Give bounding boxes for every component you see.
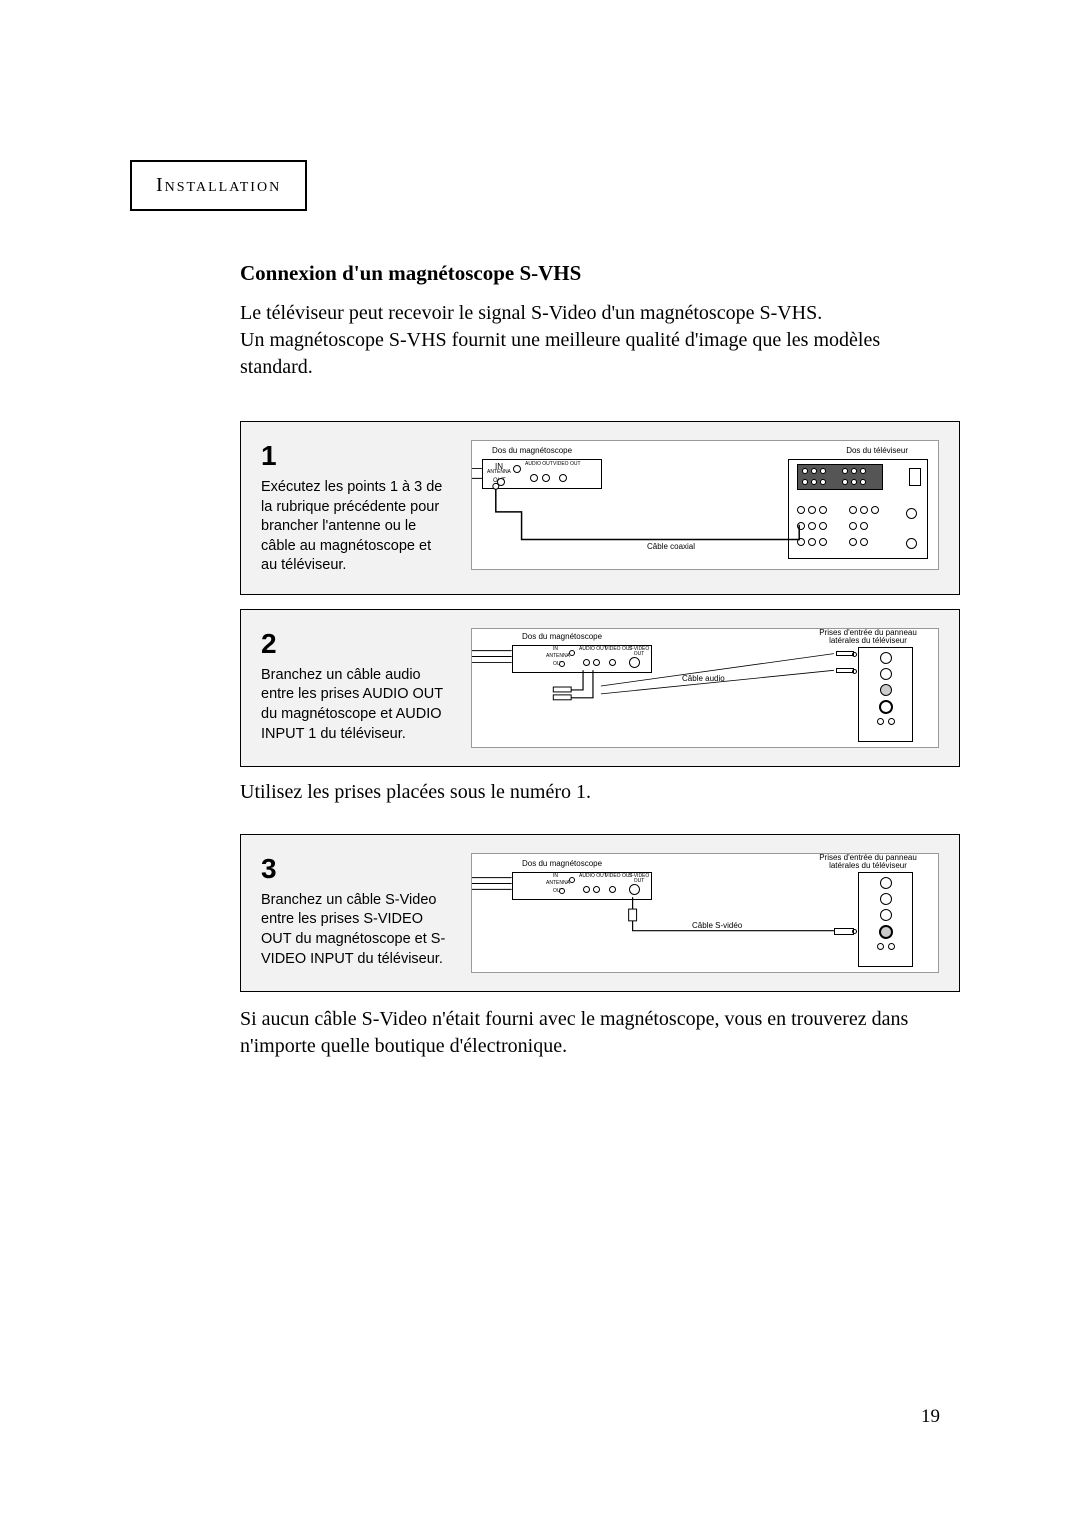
side-panel-icon [858, 872, 913, 967]
port-antenna-label-2: ANTENNA [546, 654, 570, 659]
step-3-number: 3 [261, 853, 451, 885]
cable-plug-icon [836, 651, 854, 656]
step-2-text: Branchez un câble audio entre les prises… [261, 666, 451, 744]
port-in-label-2: IN [553, 647, 558, 652]
step-1-diagram: Dos du magnétoscope IN ANTENNA OUT AUDIO… [471, 440, 939, 570]
step-2-box: 2 Branchez un câble audio entre les pris… [240, 609, 960, 767]
step-2-note: Utilisez les prises placées sous le numé… [240, 781, 950, 804]
intro-line-2: Un magnétoscope S-VHS fournit une meille… [240, 329, 880, 378]
step-1-text: Exécutez les points 1 à 3 de la rubrique… [261, 478, 451, 576]
step-3-box: 3 Branchez un câble S-Video entre les pr… [240, 834, 960, 992]
step-1-number: 1 [261, 440, 451, 472]
port-audio-out-label-3: AUDIO OUT [579, 874, 607, 879]
step-2-number: 2 [261, 628, 451, 660]
step-3-text: Branchez un câble S-Video entre les pris… [261, 891, 451, 969]
section-header: Installation [130, 160, 307, 211]
port-antenna-label-3: ANTENNA [546, 881, 570, 886]
step-2-diagram: Dos du magnétoscope IN ANTENNA OUT AUDIO… [471, 628, 939, 748]
coax-cable-label: Câble coaxial [647, 543, 695, 551]
footer-note: Si aucun câble S-Video n'était fourni av… [240, 1006, 950, 1060]
intro-text: Le téléviseur peut recevoir le signal S-… [240, 300, 950, 381]
svideo-cable-label: Câble S-vidéo [692, 922, 742, 930]
side-panel-icon [858, 647, 913, 742]
audio-cable-label: Câble audio [682, 675, 725, 683]
step-1-box: 1 Exécutez les points 1 à 3 de la rubriq… [240, 421, 960, 595]
cable-plug-icon [836, 668, 854, 673]
port-svideo-out-label: S-VIDEO OUT [627, 647, 651, 658]
side-panel-label-3: Prises d'entrée du panneau latérales du … [808, 854, 928, 871]
side-panel-label: Prises d'entrée du panneau latérales du … [808, 629, 928, 646]
vcr-label: Dos du magnétoscope [492, 447, 572, 455]
port-video-out-label: VIDEO OUT [553, 462, 581, 467]
tv-label: Dos du téléviseur [846, 447, 908, 455]
intro-line-1: Le téléviseur peut recevoir le signal S-… [240, 302, 822, 324]
vcr-label-3: Dos du magnétoscope [522, 860, 602, 868]
port-antenna-label: ANTENNA [487, 470, 511, 475]
port-audio-out-label: AUDIO OUT [525, 462, 553, 467]
cable-plug-icon [834, 928, 854, 935]
page-subtitle: Connexion d'un magnétoscope S-VHS [240, 261, 950, 286]
port-svideo-out-label-3: S-VIDEO OUT [627, 874, 651, 885]
step-3-diagram: Dos du magnétoscope IN ANTENNA OUT AUDIO… [471, 853, 939, 973]
vcr-label-2: Dos du magnétoscope [522, 633, 602, 641]
port-audio-out-label-2: AUDIO OUT [579, 647, 607, 652]
port-in-label-3: IN [553, 874, 558, 879]
page-number: 19 [921, 1406, 940, 1428]
